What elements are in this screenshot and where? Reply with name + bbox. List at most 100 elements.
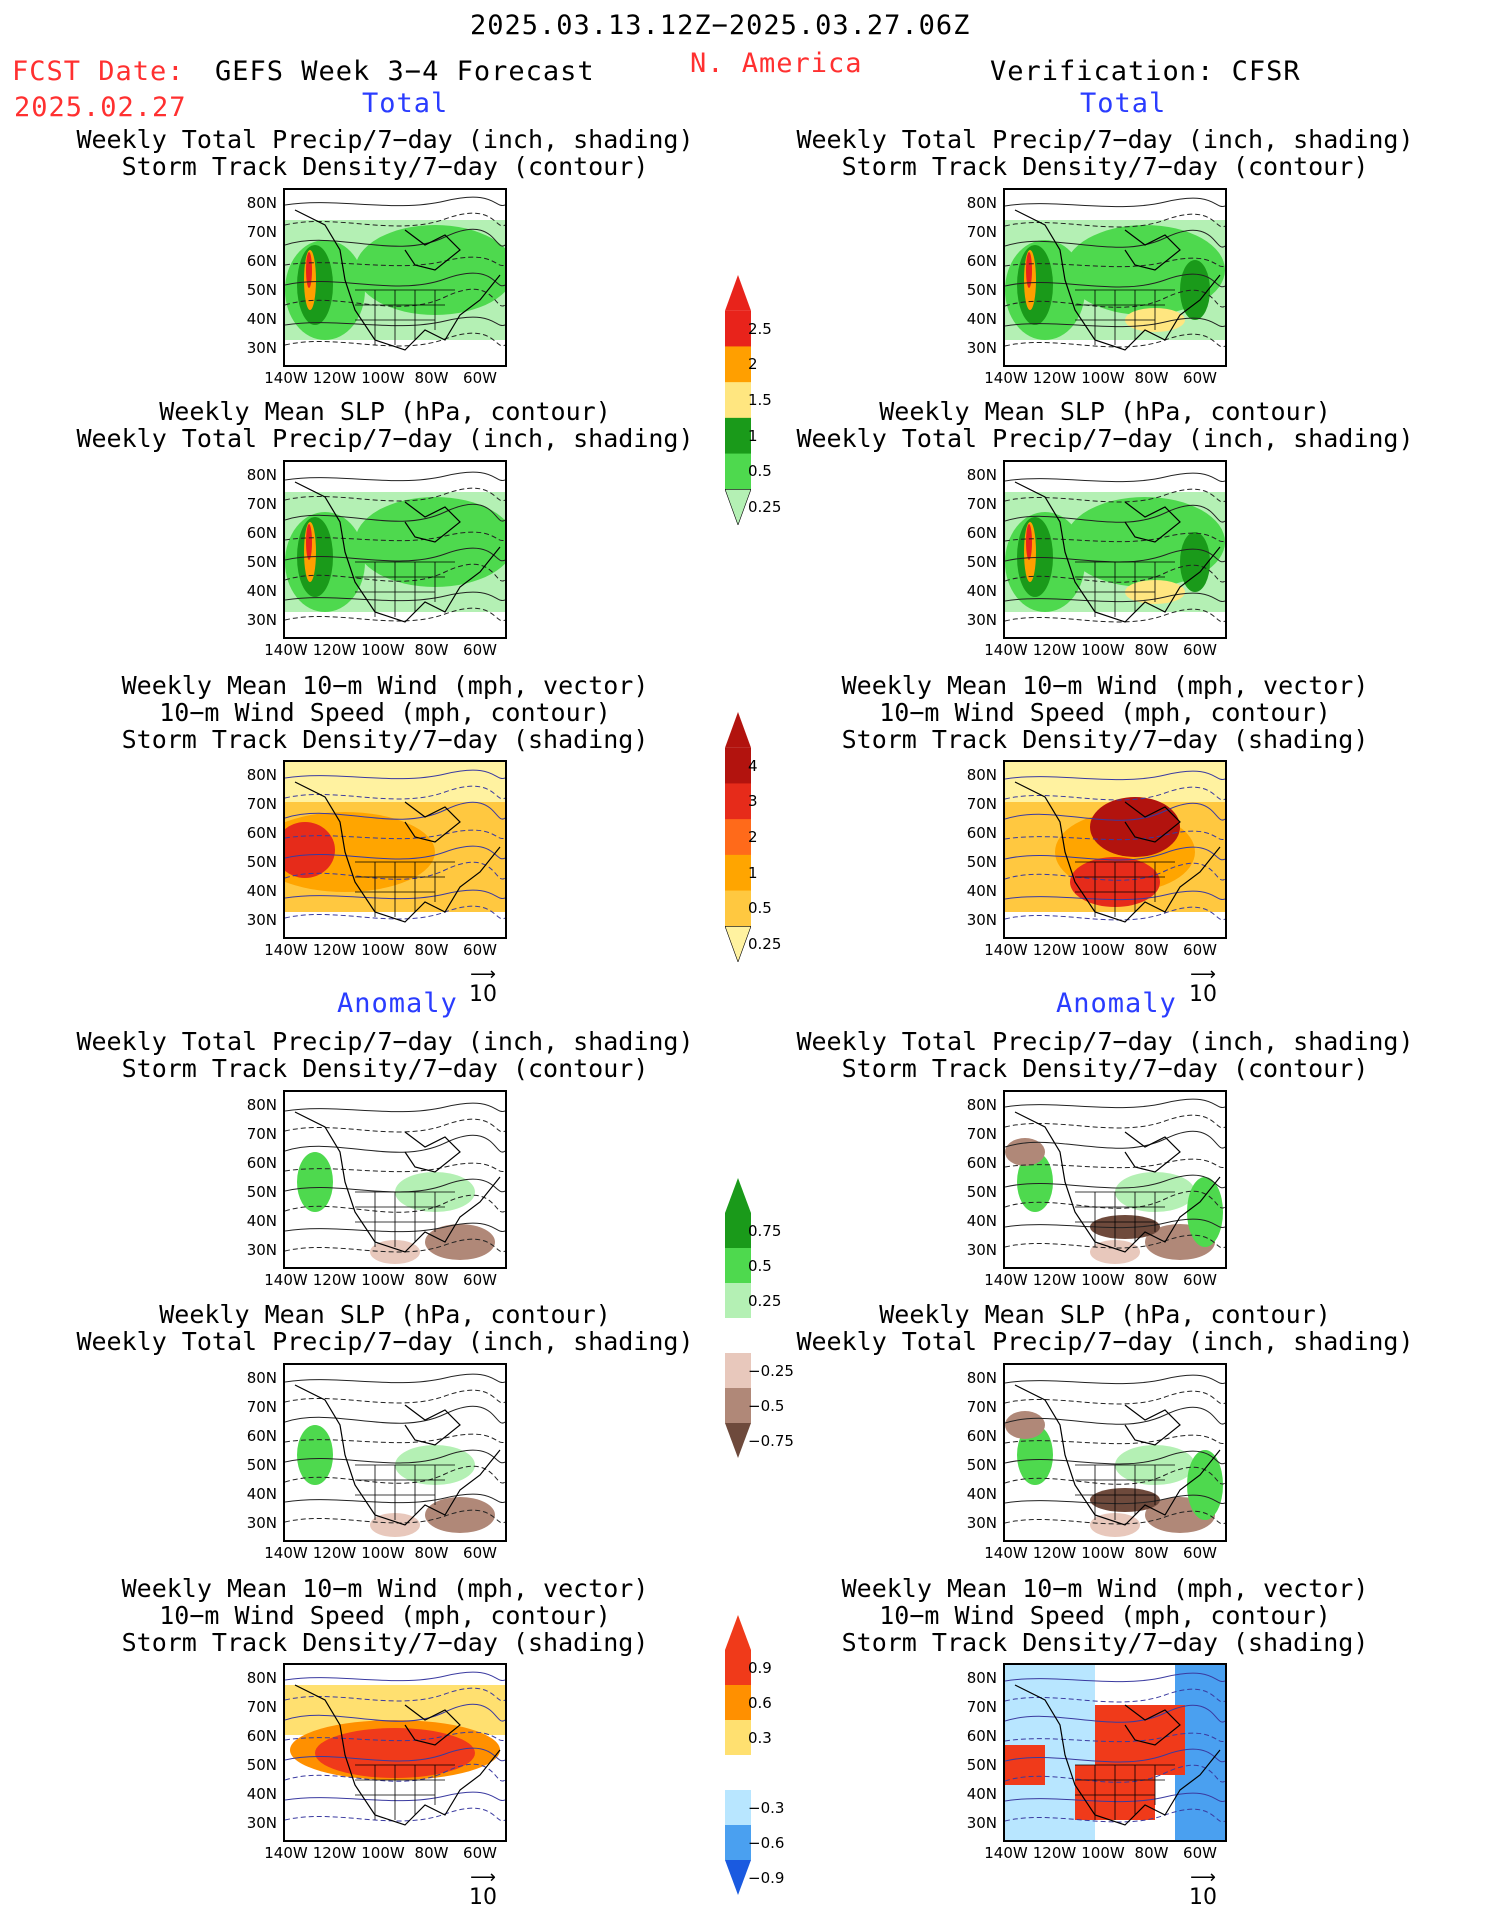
map-panel-r3c1 [1003,1090,1227,1269]
lat-tick-label: 30N [246,1514,277,1532]
lat-tick-label: 50N [246,853,277,871]
lat-tick-label: 40N [966,1485,997,1503]
lat-tick-label: 40N [246,1485,277,1503]
lon-tick-label: 60W [1183,1271,1217,1289]
lon-tick-label: 100W [361,641,405,659]
colorbar-track_total [724,712,752,963]
lat-tick-label: 80N [966,1369,997,1387]
lon-tick-label: 120W [1032,641,1077,659]
lat-tick-label: 40N [966,310,997,328]
lat-tick-label: 50N [246,1456,277,1474]
colorbar-tick-label: −0.75 [748,1431,794,1450]
lat-tick-label: 60N [246,824,277,842]
lat-tick-label: 40N [246,882,277,900]
lat-tick-label: 70N [966,223,997,241]
vector-reference-label: ⟶ 10 [469,964,497,1008]
lat-tick-label: 60N [246,252,277,270]
lat-tick-label: 60N [246,1727,277,1745]
lat-tick-label: 50N [966,1183,997,1201]
map-panel-r0c1 [1003,188,1227,367]
lat-tick-label: 60N [246,524,277,542]
lat-tick-label: 80N [966,194,997,212]
section-anomaly-right: Anomaly [1056,988,1177,1019]
lat-tick-label: 80N [246,466,277,484]
fcst-date: 2025.02.27 [14,92,187,123]
lon-tick-label: 80W [414,1271,449,1289]
lon-tick-label: 100W [1081,1544,1125,1562]
lon-tick-label: 60W [463,641,497,659]
lat-tick-label: 30N [966,911,997,929]
lon-tick-label: 120W [312,369,357,387]
vector-reference-label: ⟶ 10 [469,1867,497,1911]
lat-tick-label: 80N [246,1369,277,1387]
lat-tick-label: 40N [966,882,997,900]
lat-tick-label: 40N [966,582,997,600]
lon-tick-label: 140W [264,1844,308,1862]
colorbar-tick-label: −0.9 [748,1868,785,1887]
lat-tick-label: 70N [966,795,997,813]
verification-label: Verification: CFSR [990,56,1301,87]
colorbar-tick-label: 2 [748,355,758,374]
colorbar-precip_anom [725,1178,751,1458]
lat-tick-label: 60N [966,1154,997,1172]
lat-tick-label: 30N [966,1514,997,1532]
lat-tick-label: 50N [246,1183,277,1201]
colorbar-tick-label: 1.5 [748,391,772,409]
lat-tick-label: 80N [246,1096,277,1114]
lon-tick-label: 80W [414,641,449,659]
lon-tick-label: 100W [361,941,405,959]
lon-tick-label: 60W [463,941,497,959]
panel-title-r2c1: Weekly Mean 10−m Wind (mph, vector) 10−m… [841,671,1369,754]
lon-tick-label: 120W [1032,1544,1077,1562]
colorbar-track_anom [725,1615,751,1895]
lat-tick-label: 50N [966,281,997,299]
lat-tick-label: 80N [966,766,997,784]
lat-tick-label: 80N [966,466,997,484]
colorbar-tick-label: −0.25 [748,1361,794,1380]
lat-tick-label: 50N [246,553,277,571]
lon-tick-label: 100W [361,1844,405,1862]
lon-tick-label: 140W [984,1271,1028,1289]
colorbar-tick-label: −0.5 [748,1396,785,1415]
lon-tick-label: 140W [264,941,308,959]
lat-tick-label: 30N [246,1814,277,1832]
lon-tick-label: 120W [1032,1271,1077,1289]
lat-tick-label: 70N [246,223,277,241]
lat-tick-label: 50N [966,1456,997,1474]
lon-tick-label: 80W [414,369,449,387]
lon-tick-label: 100W [1081,1844,1125,1862]
lon-tick-label: 140W [264,1271,308,1289]
lon-tick-label: 60W [463,1544,497,1562]
colorbar-tick-label: 1 [748,863,758,882]
lat-tick-label: 60N [966,524,997,542]
vector-reference-label: ⟶ 10 [1189,964,1217,1008]
lon-tick-label: 100W [361,1271,405,1289]
vector-reference-label: ⟶ 10 [1189,1867,1217,1911]
lat-tick-label: 50N [966,1756,997,1774]
lon-tick-label: 80W [1134,1844,1169,1862]
map-panel-r1c0 [283,460,507,639]
lon-tick-label: 100W [1081,1271,1125,1289]
panel-title-r0c1: Weekly Total Precip/7−day (inch, shading… [796,125,1414,181]
panel-title-r5c0: Weekly Mean 10−m Wind (mph, vector) 10−m… [121,1574,649,1657]
colorbar-tick-label: 0.25 [748,935,782,954]
lat-tick-label: 30N [246,611,277,629]
lat-tick-label: 30N [966,611,997,629]
lat-tick-label: 60N [966,1727,997,1745]
lat-tick-label: 70N [966,1398,997,1416]
lat-tick-label: 40N [246,1212,277,1230]
lon-tick-label: 80W [1134,641,1169,659]
panel-title-r1c0: Weekly Mean SLP (hPa, contour) Weekly To… [76,397,694,453]
lon-tick-label: 60W [1183,941,1217,959]
colorbar-tick-label: 0.9 [748,1658,772,1677]
lon-tick-label: 140W [984,941,1028,959]
lon-tick-label: 100W [1081,941,1125,959]
lon-tick-label: 60W [1183,641,1217,659]
lat-tick-label: 30N [966,1241,997,1259]
lon-tick-label: 80W [1134,941,1169,959]
lon-tick-label: 120W [312,1844,357,1862]
map-panel-r2c0 [283,760,507,939]
lat-tick-label: 50N [246,281,277,299]
panel-title-r4c0: Weekly Mean SLP (hPa, contour) Weekly To… [76,1300,694,1356]
lat-tick-label: 70N [966,495,997,513]
